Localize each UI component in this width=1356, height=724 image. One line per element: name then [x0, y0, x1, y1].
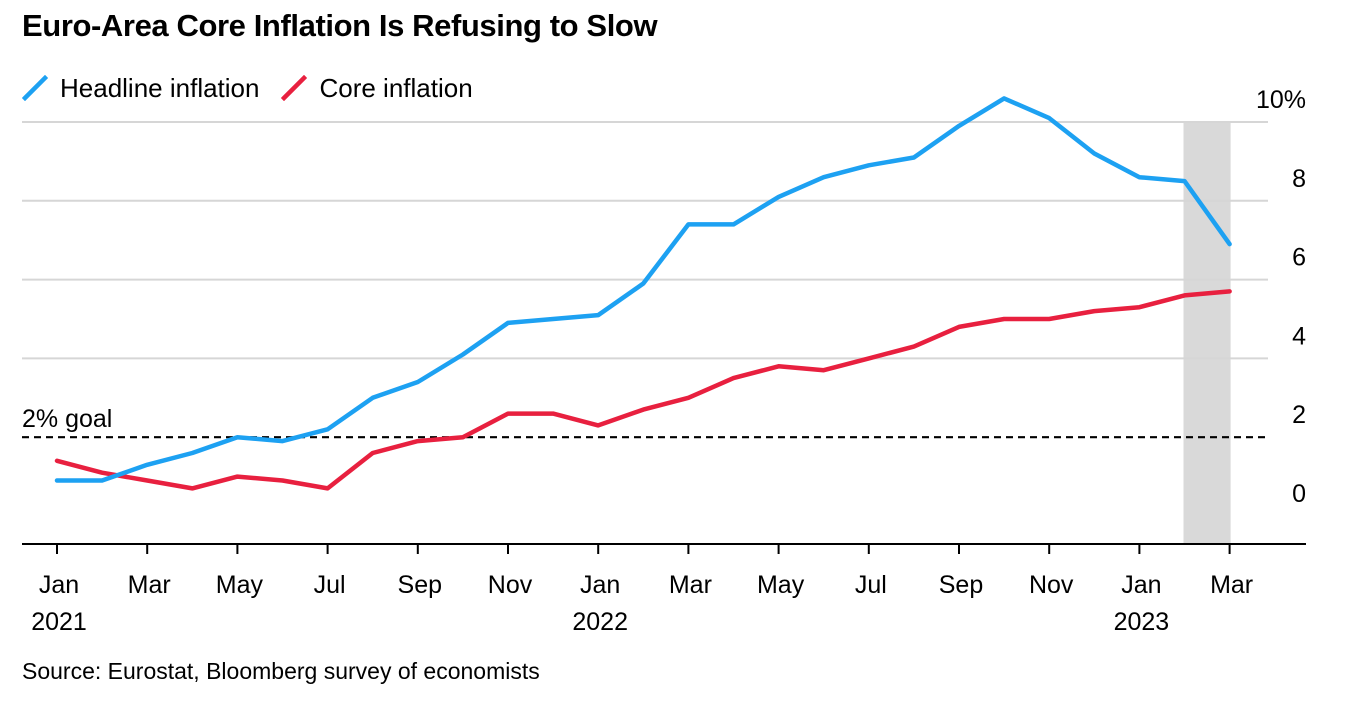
x-tick-label-month: Jan	[580, 571, 620, 599]
series-line-core-inflation	[54, 289, 1232, 491]
x-tick-label-month: Nov	[488, 571, 533, 599]
x-tick-label-month: Mar	[128, 571, 171, 599]
legend: Headline inflation Core inflation	[22, 70, 495, 106]
x-tick-label-month: Jul	[855, 571, 887, 599]
x-tick-label-month: Nov	[1029, 571, 1074, 599]
y-tick-label: 4	[1292, 322, 1306, 350]
x-tick-label-year: 2023	[1114, 608, 1170, 636]
legend-label-headline: Headline inflation	[60, 72, 260, 103]
source-note: Source: Eurostat, Bloomberg survey of ec…	[22, 658, 540, 684]
y-tick-label: 8	[1292, 165, 1306, 193]
x-tick-label-month: Jan	[39, 571, 79, 599]
y-tick-label: 6	[1292, 244, 1306, 272]
y-tick-label: 2	[1292, 401, 1306, 429]
legend-item-headline: Headline inflation	[22, 73, 259, 104]
x-tick-label-month: May	[216, 571, 264, 599]
legend-label-core: Core inflation	[319, 72, 473, 103]
core-swatch-icon	[281, 75, 308, 101]
y-tick-label: 10%	[1256, 86, 1306, 114]
x-tick-label-year: 2021	[31, 608, 87, 636]
x-tick-label-month: Mar	[1210, 571, 1253, 599]
y-tick-label: 0	[1292, 480, 1306, 508]
x-tick-label-month: Mar	[669, 571, 712, 599]
x-tick-label-month: Jan	[1121, 571, 1161, 599]
series-line-headline-inflation	[54, 96, 1232, 483]
legend-item-core: Core inflation	[281, 72, 473, 104]
headline-swatch-icon	[22, 75, 48, 101]
x-tick-label-month: May	[757, 571, 805, 599]
chart-title: Euro-Area Core Inflation Is Refusing to …	[22, 8, 658, 43]
shaded-region	[1183, 122, 1231, 544]
goal-label: 2% goal	[22, 405, 112, 433]
x-tick-label-month: Sep	[398, 571, 442, 599]
x-tick-label-month: Jul	[314, 571, 346, 599]
x-tick-label-year: 2022	[572, 608, 628, 636]
x-tick-label-month: Sep	[939, 571, 983, 599]
